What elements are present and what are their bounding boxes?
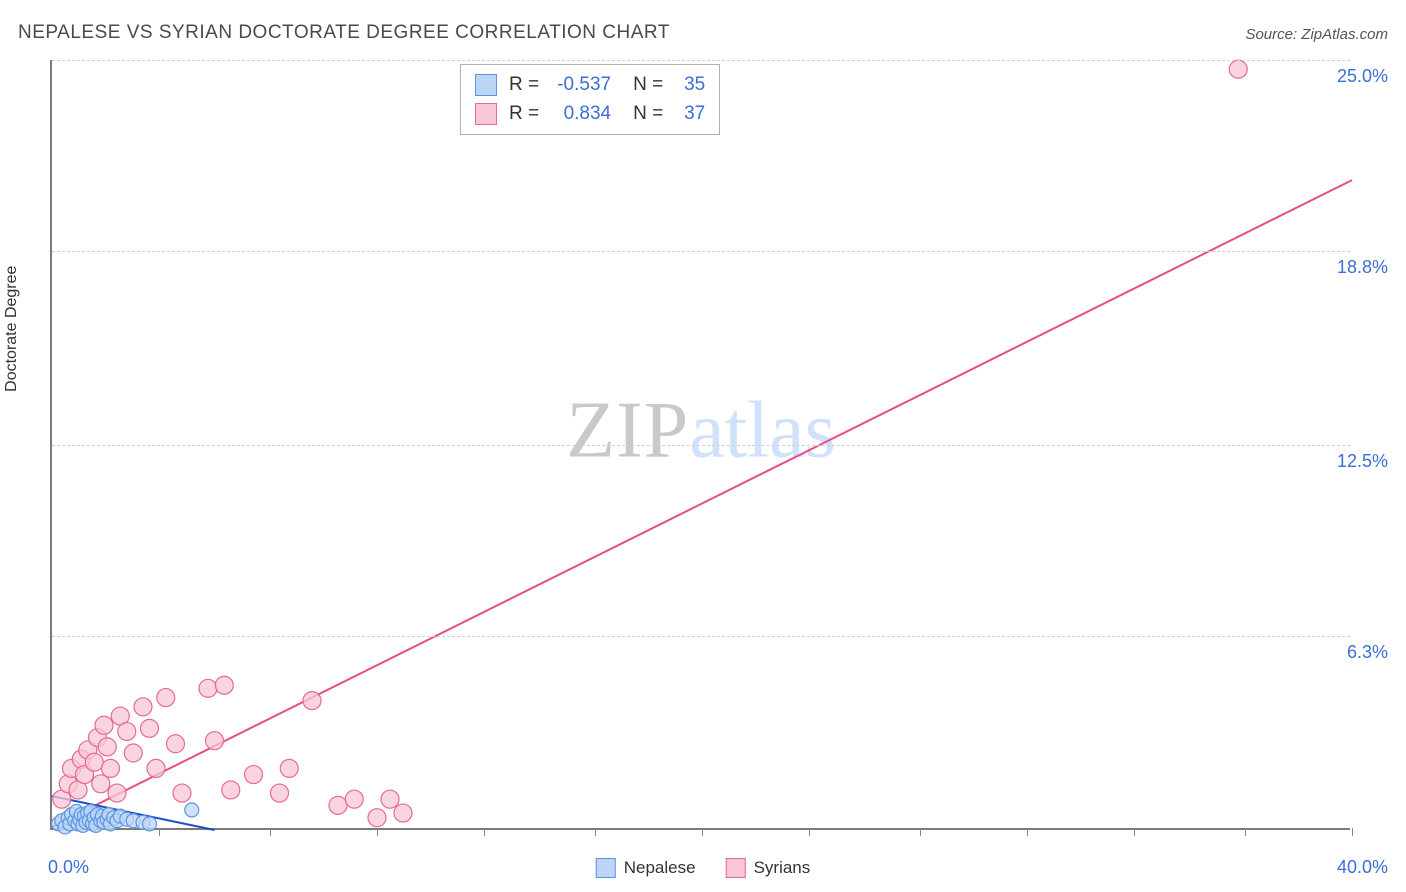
swatch-syrians: [475, 103, 497, 125]
stats-r-value: -0.537: [551, 71, 611, 100]
stats-row-syrians: R = 0.834 N = 37: [475, 100, 705, 129]
stats-box: R = -0.537 N = 35 R = 0.834 N = 37: [460, 64, 720, 135]
x-origin-label: 0.0%: [48, 857, 89, 878]
stats-row-nepalese: R = -0.537 N = 35: [475, 71, 705, 100]
legend-item-syrians: Syrians: [726, 858, 811, 878]
y-tick-label: 25.0%: [1337, 66, 1388, 87]
source-label: Source: ZipAtlas.com: [1245, 26, 1388, 43]
stats-r-value: 0.834: [551, 100, 611, 129]
legend-label: Syrians: [754, 858, 811, 878]
legend-item-nepalese: Nepalese: [596, 858, 696, 878]
stats-n-label: N =: [633, 71, 663, 100]
chart-container: NEPALESE VS SYRIAN DOCTORATE DEGREE CORR…: [0, 0, 1406, 892]
stats-n-value: 35: [675, 71, 705, 100]
y-axis-label: Doctorate Degree: [3, 266, 21, 392]
chart-title: NEPALESE VS SYRIAN DOCTORATE DEGREE CORR…: [18, 22, 670, 44]
stats-n-label: N =: [633, 100, 663, 129]
plot-area: ZIPatlas: [50, 60, 1350, 830]
swatch-syrians: [726, 858, 746, 878]
y-tick-label: 6.3%: [1347, 642, 1388, 663]
y-tick-label: 12.5%: [1337, 451, 1388, 472]
x-max-label: 40.0%: [1337, 857, 1388, 878]
stats-r-label: R =: [509, 71, 539, 100]
stats-r-label: R =: [509, 100, 539, 129]
y-tick-label: 18.8%: [1337, 257, 1388, 278]
legend-label: Nepalese: [624, 858, 696, 878]
stats-n-value: 37: [675, 100, 705, 129]
swatch-nepalese: [596, 858, 616, 878]
legend-bottom: Nepalese Syrians: [596, 858, 811, 878]
swatch-nepalese: [475, 74, 497, 96]
